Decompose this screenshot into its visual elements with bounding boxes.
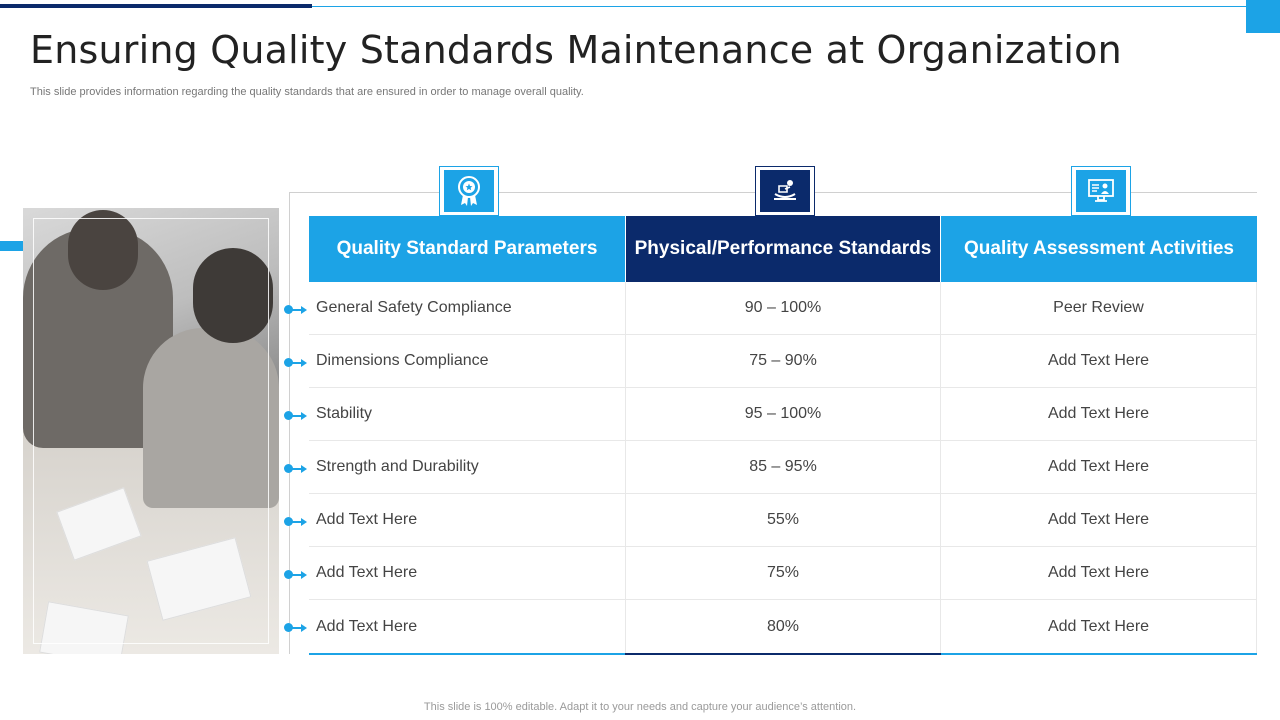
parameter-cell: Stability <box>316 405 373 422</box>
standard-cell: 75 – 90% <box>625 335 941 387</box>
table-row: Dimensions Compliance 75 – 90% Add Text … <box>309 335 1257 388</box>
table-row: Add Text Here 80% Add Text Here <box>309 600 1257 653</box>
page-subtitle: This slide provides information regardin… <box>30 86 584 98</box>
standard-cell: 75% <box>625 547 941 599</box>
table-row: Add Text Here 75% Add Text Here <box>309 547 1257 600</box>
header-quality-standard-parameters: Quality Standard Parameters <box>309 216 625 282</box>
table-row: Add Text Here 55% Add Text Here <box>309 494 1257 547</box>
top-accent-line <box>312 6 1246 7</box>
parameter-cell: Add Text Here <box>316 564 418 581</box>
left-accent-tab <box>0 241 33 251</box>
award-badge-icon-box <box>439 166 499 216</box>
standard-cell: 55% <box>625 494 941 546</box>
row-bullet-arrow-icon <box>284 464 308 474</box>
top-accent-bar <box>0 4 312 8</box>
activity-cell: Add Text Here <box>941 441 1257 493</box>
row-bullet-arrow-icon <box>284 358 308 368</box>
standard-cell: 90 – 100% <box>625 282 941 334</box>
row-bullet-arrow-icon <box>284 305 308 315</box>
award-badge-icon <box>458 176 480 206</box>
parameter-cell: Strength and Durability <box>316 458 479 475</box>
activity-cell: Add Text Here <box>941 547 1257 599</box>
standard-cell: 80% <box>625 600 941 653</box>
table-row: Strength and Durability 85 – 95% Add Tex… <box>309 441 1257 494</box>
table-row: General Safety Compliance 90 – 100% Peer… <box>309 282 1257 335</box>
performance-monitor-icon-box <box>755 166 815 216</box>
parameter-cell: Add Text Here <box>316 511 418 528</box>
team-meeting-photo <box>23 208 279 654</box>
corner-accent-square <box>1246 0 1280 33</box>
table-header-row: Quality Standard Parameters Physical/Per… <box>309 216 1257 282</box>
activity-cell: Peer Review <box>941 282 1257 334</box>
photo-frame <box>33 218 269 644</box>
row-bullet-arrow-icon <box>284 623 308 633</box>
performance-monitor-icon <box>774 180 796 200</box>
assessment-screen-icon-box <box>1071 166 1131 216</box>
header-physical-performance-standards: Physical/Performance Standards <box>625 216 941 282</box>
quality-standards-table: Quality Standard Parameters Physical/Per… <box>309 216 1257 655</box>
page-title: Ensuring Quality Standards Maintenance a… <box>30 28 1122 72</box>
parameter-cell: Add Text Here <box>316 617 418 635</box>
footer-note: This slide is 100% editable. Adapt it to… <box>423 701 857 713</box>
row-bullet-arrow-icon <box>284 570 308 580</box>
table-row: Stability 95 – 100% Add Text Here <box>309 388 1257 441</box>
activity-cell: Add Text Here <box>941 494 1257 546</box>
assessment-screen-icon <box>1088 179 1114 202</box>
header-quality-assessment-activities: Quality Assessment Activities <box>941 216 1257 282</box>
standard-cell: 95 – 100% <box>625 388 941 440</box>
row-bullet-arrow-icon <box>284 517 308 527</box>
activity-cell: Add Text Here <box>941 388 1257 440</box>
table-bottom-border <box>309 653 1257 655</box>
row-bullet-arrow-icon <box>284 411 308 421</box>
parameter-cell: Dimensions Compliance <box>316 352 489 369</box>
parameter-cell: General Safety Compliance <box>316 299 512 316</box>
connector-line-left <box>289 192 290 654</box>
standard-cell: 85 – 95% <box>625 441 941 493</box>
activity-cell: Add Text Here <box>941 600 1257 653</box>
activity-cell: Add Text Here <box>941 335 1257 387</box>
